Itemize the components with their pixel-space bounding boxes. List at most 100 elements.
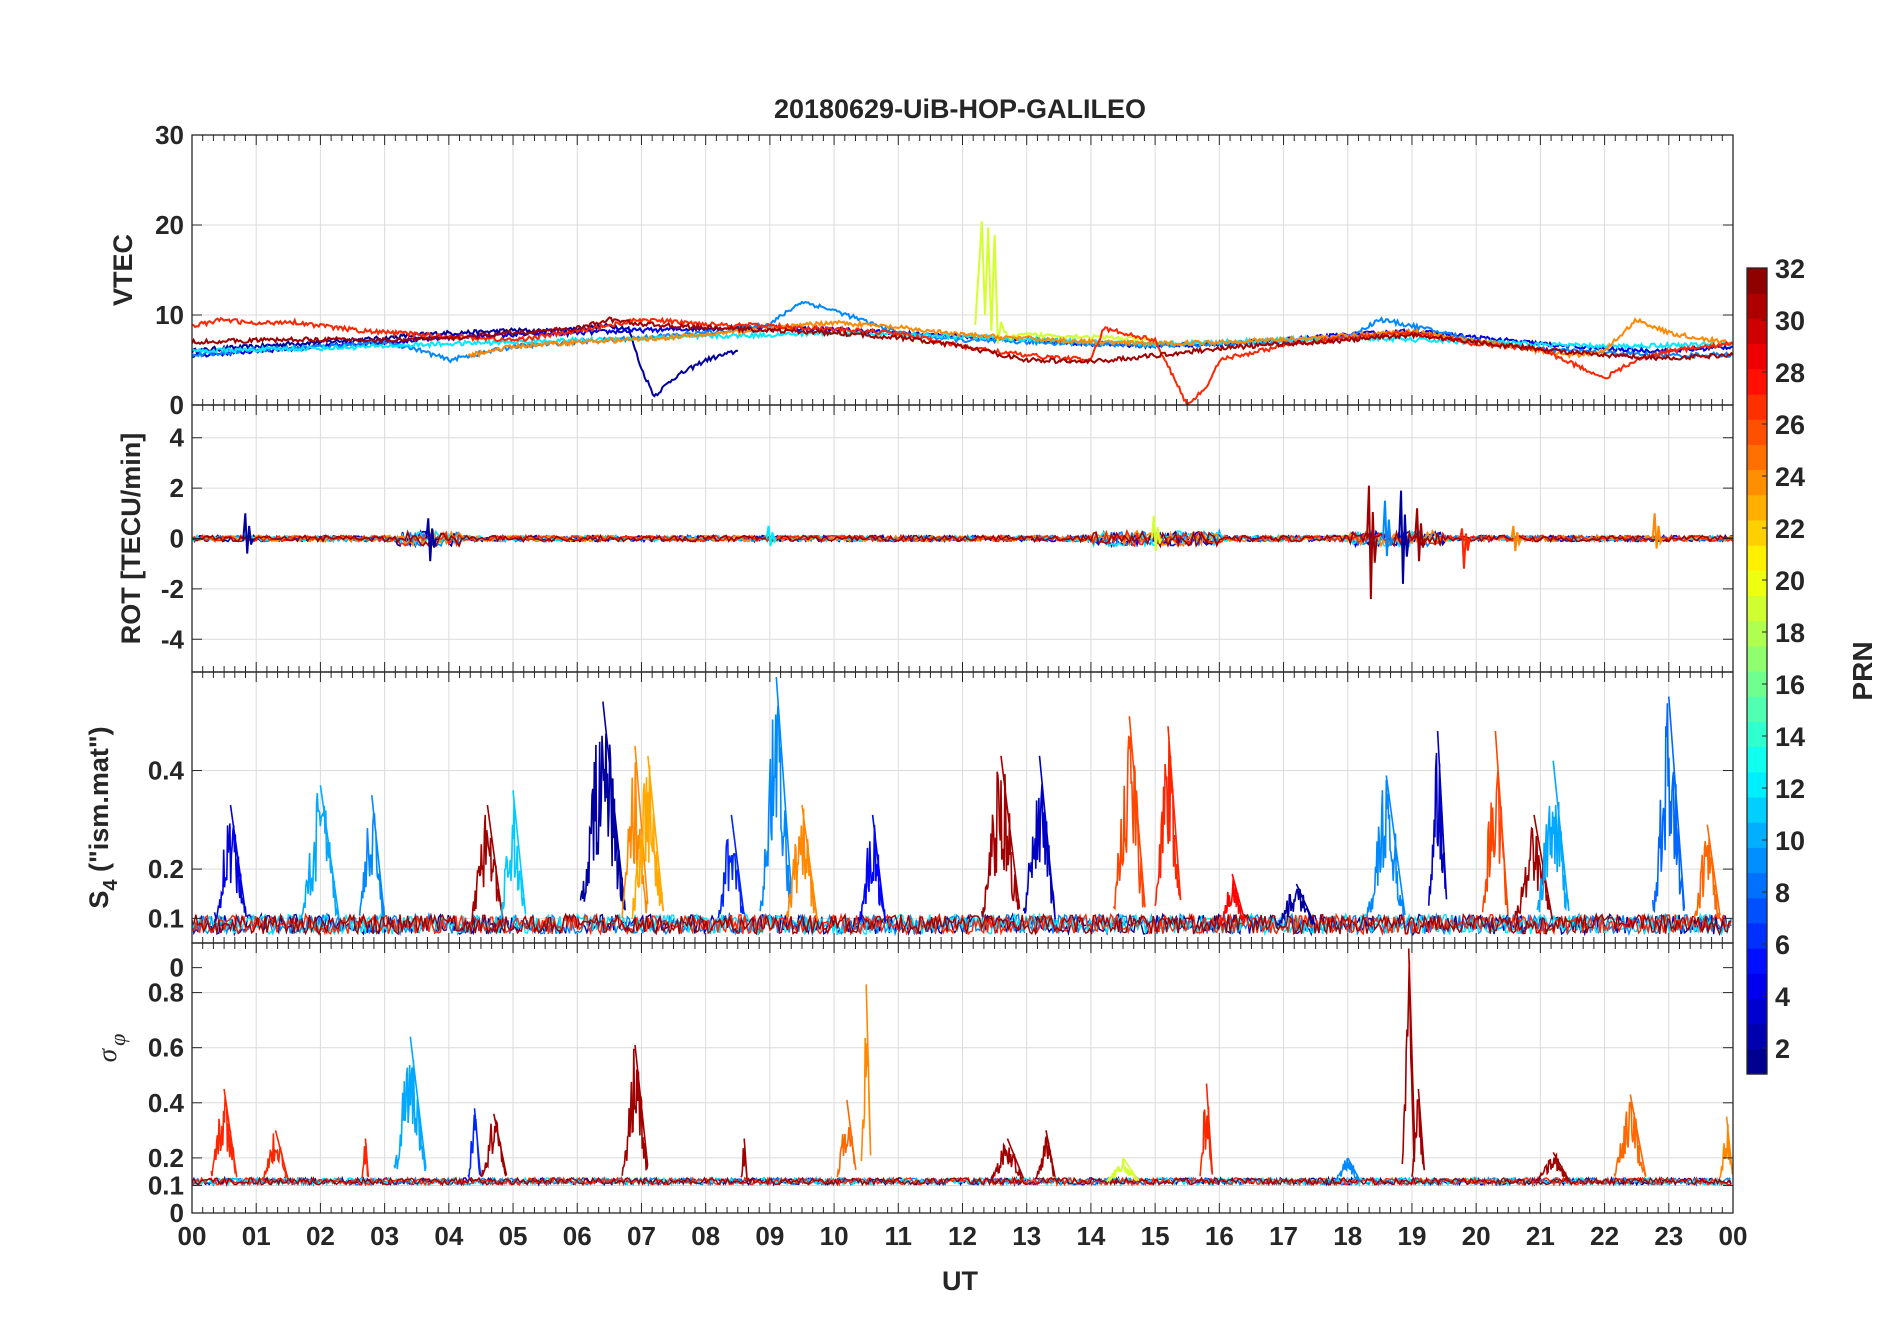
x-tick-label: 16 — [1205, 1221, 1234, 1251]
rot-ticks — [191, 405, 1734, 672]
x-axis-label: UT — [942, 1266, 978, 1296]
s4-data — [192, 676, 1732, 937]
colorbar-band — [1747, 1023, 1767, 1050]
colorbar-tick-label: 22 — [1775, 514, 1805, 544]
s4-series-prn-31 — [192, 912, 1732, 937]
x-tick-label: 11 — [885, 1221, 913, 1251]
colorbar-band — [1747, 268, 1767, 294]
s4-burst — [631, 755, 665, 920]
colorbar-band — [1747, 545, 1767, 571]
sigma_phi-burst — [261, 1130, 289, 1182]
rot-y-tick-label: 0 — [170, 524, 184, 554]
colorbar-band — [1747, 620, 1767, 647]
sigma_phi-burst — [990, 1138, 1025, 1182]
sigma_phi-burst — [1411, 1088, 1426, 1177]
colorbar-band — [1747, 822, 1767, 848]
s4-burst — [1536, 760, 1570, 913]
rot-spike — [1414, 508, 1426, 562]
x-tick-label: 13 — [1012, 1221, 1041, 1251]
colorbar-tick-label: 30 — [1775, 306, 1805, 336]
sigma_phi-burst — [1719, 1116, 1733, 1178]
s4-burst — [1513, 814, 1554, 921]
x-tick-label: 00 — [1719, 1221, 1748, 1251]
chart-title: 20180629-UiB-HOP-GALILEO — [774, 94, 1146, 124]
x-tick-label: 19 — [1397, 1221, 1426, 1251]
colorbar-band — [1747, 721, 1767, 748]
colorbar-band — [1747, 494, 1767, 521]
colorbar-label: PRN — [1847, 641, 1878, 700]
sigma_phi-burst — [860, 984, 872, 1162]
vtec-y-tick-label: 20 — [155, 210, 184, 240]
sigma_phi-burst — [1401, 948, 1416, 1165]
colorbar-tick-label: 24 — [1775, 462, 1805, 492]
s4-burst — [785, 804, 819, 922]
rot-spike — [1366, 485, 1378, 599]
s4-y-tick-label: 0.4 — [148, 756, 185, 786]
x-tick-label: 08 — [691, 1221, 720, 1251]
x-tick-label: 06 — [563, 1221, 592, 1251]
vtec-grid — [192, 135, 1733, 405]
colorbar-band — [1747, 645, 1767, 672]
colorbar-band — [1747, 796, 1767, 823]
colorbar-band — [1747, 897, 1767, 924]
sigma_phi-burst — [1035, 1130, 1056, 1179]
colorbar-band — [1747, 998, 1767, 1025]
s4-ticks — [191, 672, 1734, 943]
x-tick-label: 10 — [820, 1221, 849, 1251]
x-tick-label: 14 — [1076, 1221, 1105, 1251]
rot-y-tick-label: -4 — [161, 624, 185, 654]
colorbar-tick-label: 4 — [1775, 982, 1790, 1012]
panel-sigma_phi: 00.10.20.40.60.8σφ — [92, 942, 1734, 1228]
s4-burst — [1366, 775, 1406, 919]
rot-y-label: ROT [TECU/min] — [116, 433, 146, 644]
s4-burst — [499, 790, 527, 920]
sigma_phi-y-tick-label: 0 — [170, 1198, 184, 1228]
sigma_phi-y-tick-label: 0.2 — [148, 1143, 184, 1173]
x-tick-label: 05 — [499, 1221, 528, 1251]
panel-rot: -4 -2 0 2 4 ROT [TECU/min] — [116, 404, 1734, 673]
x-tick-label: 22 — [1590, 1221, 1619, 1251]
vtec-ticks — [191, 135, 1734, 405]
panel-s4: 0 0.1 0.2 0.4 S4 ("ism.mat") — [84, 671, 1734, 983]
sigma_phi-burst — [393, 1036, 427, 1172]
s4-burst — [1276, 883, 1316, 926]
s4-burst — [1022, 755, 1056, 920]
x-tick-label: 20 — [1462, 1221, 1491, 1251]
x-tick-label: 12 — [948, 1221, 977, 1251]
x-tick-label: 18 — [1333, 1221, 1362, 1251]
x-tick-label: 04 — [434, 1221, 463, 1251]
rot-series-prn-31 — [192, 529, 1733, 549]
sigma_phi-burst — [1106, 1157, 1140, 1183]
sigma_phi-burst — [621, 1044, 649, 1176]
sigma_phi-burst — [1199, 1083, 1214, 1177]
colorbar-tick-label: 12 — [1775, 774, 1805, 804]
colorbar-band — [1747, 293, 1767, 319]
s4-burst — [717, 814, 745, 919]
colorbar-band — [1747, 746, 1767, 773]
sigma_phi-y-tick-label: 0.6 — [148, 1033, 184, 1063]
s4-burst — [1651, 696, 1686, 914]
rot-y-tick-label: 4 — [170, 423, 185, 453]
s4-burst — [1112, 716, 1146, 911]
rot-spike — [1510, 525, 1523, 552]
sigma_phi-burst — [210, 1088, 238, 1178]
sigma_phi-y-tick-label: 0.8 — [148, 978, 184, 1008]
sigma_phi-burst — [1536, 1152, 1571, 1184]
sigma-y-label: σφ — [92, 1034, 130, 1063]
s4-y-label: S4 ("ism.mat") — [84, 726, 122, 908]
colorbar-band — [1747, 570, 1767, 597]
s4-burst — [1218, 873, 1246, 926]
colorbar-band — [1747, 696, 1767, 722]
colorbar-band — [1747, 368, 1767, 395]
vtec-y-tick-label: 30 — [155, 120, 184, 150]
colorbar-band — [1747, 469, 1767, 496]
rot-y-tick-label: -2 — [161, 574, 184, 604]
rot-spike — [1651, 513, 1664, 549]
sigma_phi-y-tick-label: 0.1 — [148, 1170, 184, 1200]
colorbar-band — [1747, 948, 1767, 974]
x-tick-label: 23 — [1654, 1221, 1683, 1251]
rot-spike — [425, 518, 437, 562]
s4-y-tick-label: 0 — [170, 953, 184, 983]
s4-burst — [621, 745, 649, 919]
s4-burst — [759, 676, 793, 912]
